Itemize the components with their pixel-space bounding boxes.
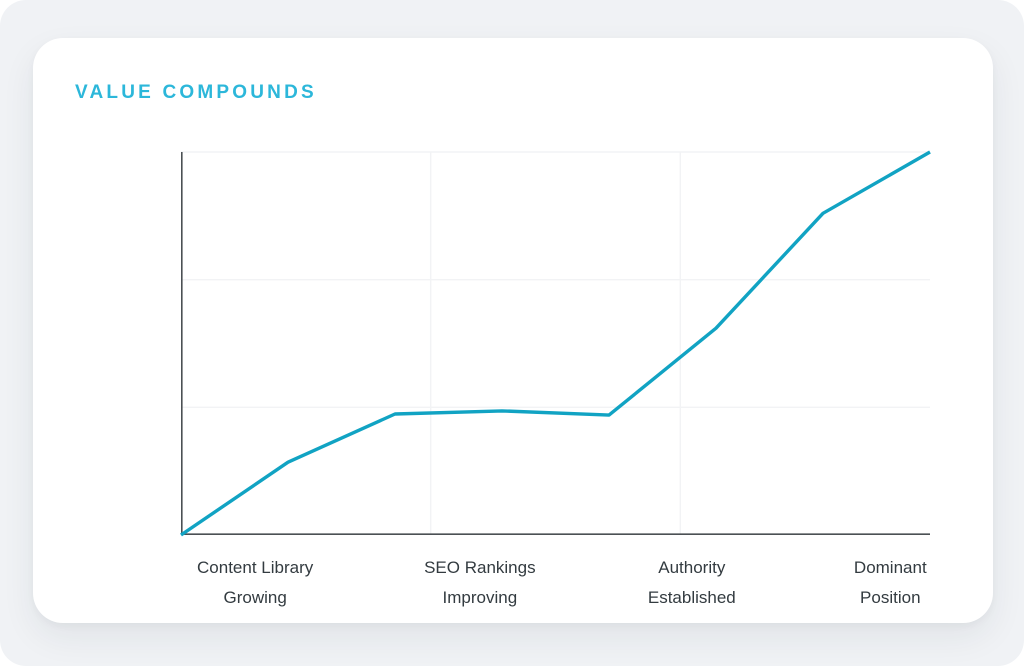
value-line-series bbox=[180, 150, 931, 537]
x-axis-labels: Content Library Growing SEO Rankings Improv… bbox=[181, 553, 930, 613]
x-axis-label-line1: Dominant bbox=[853, 558, 927, 577]
x-axis-label-line2: Improving bbox=[442, 588, 518, 607]
x-axis-label: Dominant Position bbox=[854, 553, 927, 613]
x-axis-label: Content Library Growing bbox=[197, 553, 313, 613]
x-axis-label-line2: Growing bbox=[223, 588, 287, 607]
page-title: VALUE COMPOUNDS bbox=[75, 82, 317, 103]
x-axis-label-line1: Content Library bbox=[197, 558, 314, 577]
line-chart bbox=[180, 150, 931, 537]
chart-svg bbox=[180, 150, 931, 537]
x-axis-label-line1: SEO Rankings bbox=[424, 558, 536, 577]
x-axis-label-line2: Established bbox=[647, 588, 736, 607]
x-axis-label: SEO Rankings Improving bbox=[424, 553, 536, 613]
x-axis-label-line2: Position bbox=[860, 588, 921, 607]
x-axis-label-line1: Authority bbox=[658, 558, 726, 577]
x-axis-label: Authority Established bbox=[648, 553, 736, 613]
